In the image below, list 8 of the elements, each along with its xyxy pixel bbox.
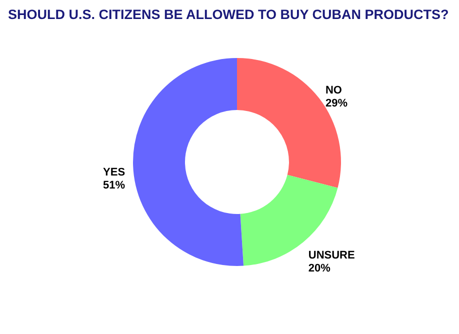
data-label: 20% — [308, 262, 331, 274]
slice-label: NO — [325, 84, 342, 96]
data-label: 51% — [103, 180, 126, 192]
data-label: 29% — [325, 97, 348, 110]
slice-label: UNSURE — [308, 249, 355, 262]
donut-slice — [133, 58, 244, 266]
chart-title: SHOULD U.S. CITIZENS BE ALLOWED TO BUY CUBAN PRODUCTS? — [8, 7, 449, 22]
slice-label: YES — [103, 166, 126, 179]
